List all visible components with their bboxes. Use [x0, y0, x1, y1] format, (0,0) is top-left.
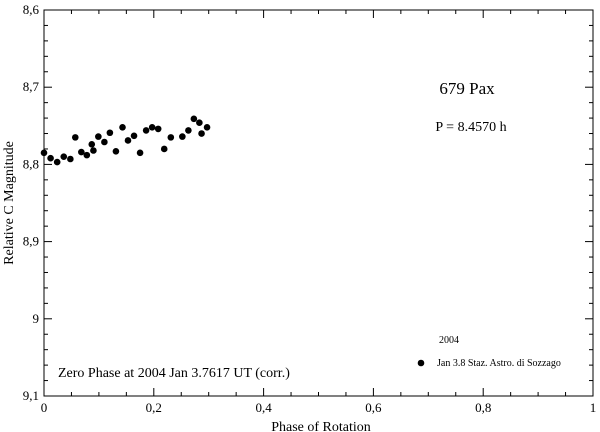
data-point	[130, 132, 138, 140]
x-tick-label: 0,4	[255, 400, 272, 415]
data-point	[83, 151, 91, 159]
data-point	[119, 124, 126, 131]
data-point	[185, 127, 192, 134]
data-point	[148, 124, 156, 131]
legend-title: 2004	[439, 335, 459, 346]
data-points	[40, 115, 211, 166]
data-point	[53, 158, 61, 166]
period-annotation: P = 8.4570 h	[435, 120, 506, 135]
data-point	[124, 137, 132, 144]
data-point	[67, 155, 74, 163]
x-tick-label: 0,8	[475, 400, 491, 415]
data-point	[179, 133, 186, 140]
data-point	[190, 115, 198, 123]
data-point	[78, 148, 85, 156]
zero-phase-annotation: Zero Phase at 2004 Jan 3.7617 UT (corr.)	[58, 366, 290, 381]
y-tick-label: 8,6	[23, 2, 40, 17]
data-point	[40, 149, 48, 157]
y-axis-title: Relative C Magnitude	[2, 141, 17, 265]
x-tick-label: 0	[41, 400, 48, 415]
data-point	[196, 119, 203, 127]
data-point	[136, 149, 144, 157]
data-point	[88, 141, 96, 148]
data-point	[112, 147, 120, 155]
data-point	[71, 134, 79, 141]
y-tick-label: 8,9	[23, 234, 39, 249]
x-axis-ticks: 0 0,2 0,4 0,6 0,8 1	[41, 10, 597, 415]
data-point	[106, 129, 114, 137]
data-point	[203, 124, 211, 131]
x-tick-label: 0,6	[365, 400, 382, 415]
y-axis-ticks: 8,6 8,7 8,8 8,9 9 9,1	[23, 2, 593, 403]
data-point	[101, 138, 108, 146]
data-point	[90, 147, 97, 154]
data-point	[154, 125, 162, 133]
y-tick-label: 9	[33, 311, 40, 326]
legend-marker	[417, 359, 425, 367]
data-point	[60, 153, 68, 160]
legend-entry: Jan 3.8 Staz. Astro. di Sozzago	[437, 358, 561, 369]
y-tick-label: 9,1	[23, 388, 39, 403]
data-point	[47, 154, 54, 162]
plot-frame	[43, 9, 594, 397]
data-point	[142, 127, 150, 134]
data-point	[167, 134, 175, 141]
x-tick-label: 1	[590, 400, 597, 415]
data-point	[95, 133, 102, 140]
data-point	[160, 145, 168, 153]
data-point	[198, 130, 205, 137]
x-axis-title: Phase of Rotation	[271, 420, 371, 432]
y-tick-label: 8,8	[23, 156, 39, 171]
object-name-annotation: 679 Pax	[439, 79, 495, 98]
x-tick-label: 0,2	[146, 400, 162, 415]
y-tick-label: 8,7	[23, 79, 40, 94]
